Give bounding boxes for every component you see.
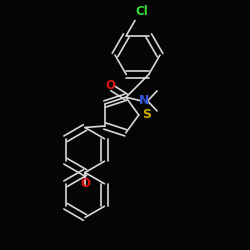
Text: O: O (105, 79, 115, 92)
Text: S: S (142, 108, 152, 122)
Text: O: O (80, 177, 90, 190)
Text: N: N (139, 94, 150, 108)
Text: Cl: Cl (136, 4, 148, 18)
